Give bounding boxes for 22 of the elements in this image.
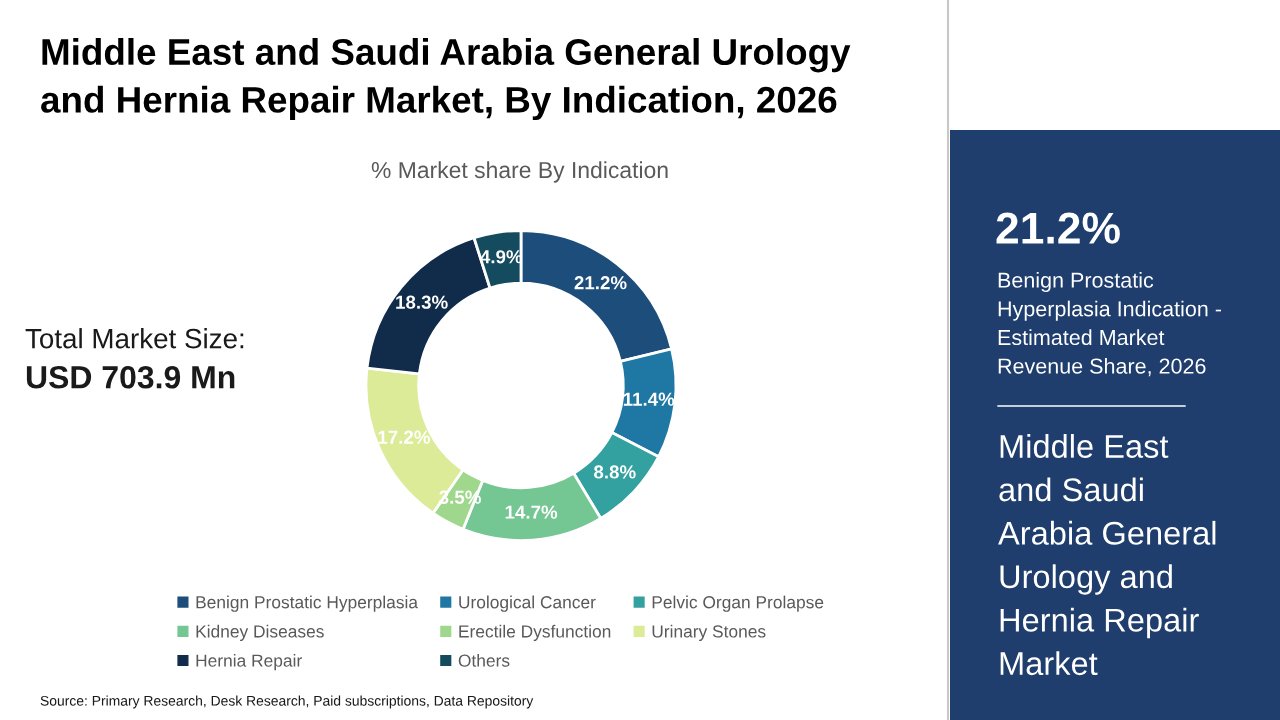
legend-label: Pelvic Organ Prolapse: [652, 595, 824, 612]
data-label: 11.4%: [623, 392, 675, 406]
chart-title: Middle East and Saudi Arabia General Urology and Hernia Repair Market, By Indication, 2026: [41, 38, 851, 121]
source-note: Source: Primary Research, Desk Research, Paid subscriptions, Data Repository: [40, 695, 534, 709]
chart-subtitle: % Market share By Indication: [371, 161, 668, 183]
text: 21.2%: [996, 212, 1120, 244]
data-label: 8.8%: [594, 465, 636, 479]
text: Benign Prostatic Hyperplasia Indication - Estimated Market Revenue Share, 2026: [998, 272, 1221, 377]
text: Middle East and Saudi Arabia General Urology and Hernia Repair Market: [998, 434, 1216, 676]
legend-label: Hernia Repair: [196, 654, 302, 671]
data-label: 18.3%: [396, 295, 448, 309]
text: Total Market Size:: [25, 328, 244, 349]
legend-label: Others: [458, 654, 510, 667]
data-label: 14.7%: [505, 505, 558, 519]
data-label: 17.2%: [378, 430, 430, 444]
legend-label: Benign Prostatic Hyperplasia: [196, 595, 419, 612]
legend-label: Urinary Stones: [652, 624, 766, 642]
text: USD 703.9 Mn: [26, 365, 235, 389]
legend-label: Kidney Diseases: [196, 624, 324, 642]
legend-label: Erectile Dysfunction: [459, 624, 611, 642]
legend-label: Urological Cancer: [459, 595, 596, 612]
data-label: 21.2%: [574, 276, 627, 290]
